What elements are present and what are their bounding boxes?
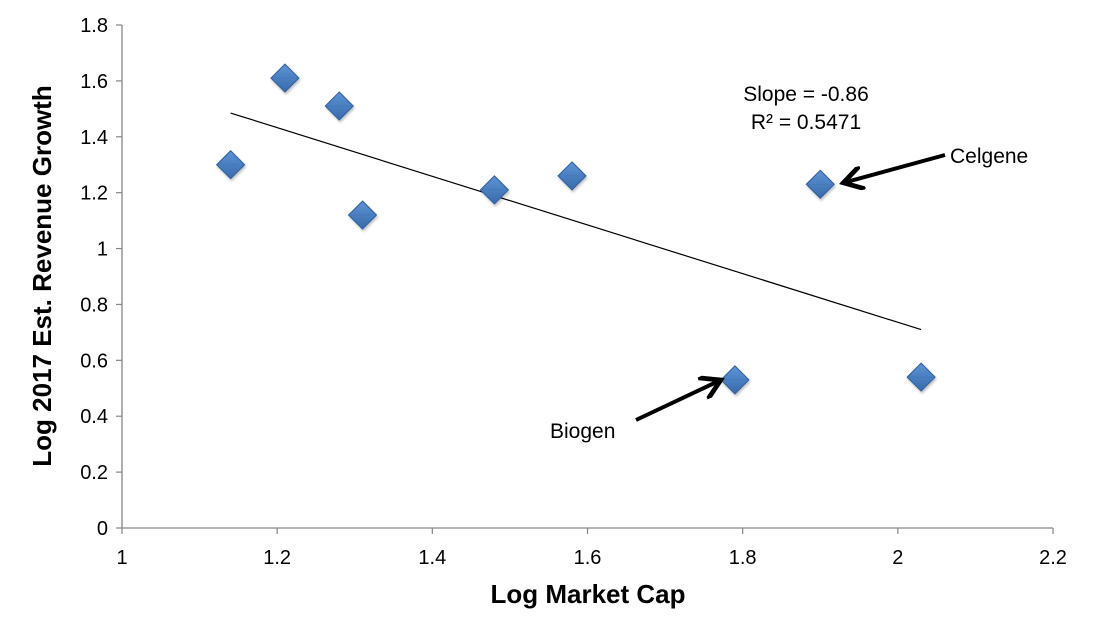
x-tick-label: 2 [892,547,903,569]
y-tick-label: 1 [97,239,108,261]
y-tick-label: 1.6 [80,71,108,93]
y-tick-label: 0.4 [80,406,108,428]
celgene-label: Celgene [950,145,1028,168]
biogen-label: Biogen [550,420,615,443]
annotations: Celgene Biogen [550,145,1028,443]
y-tick-label: 0.2 [80,462,108,484]
x-axis-title: Log Market Cap [490,579,685,609]
y-tick-label: 0.6 [80,350,108,372]
x-tick-label: 1.8 [729,547,757,569]
y-tick-label: 1.2 [80,183,108,205]
slope-label: Slope = -0.86 [743,83,869,106]
axes: 0 0.2 0.4 0.6 0.8 1 1.2 1.4 1.6 1.8 1 1.2 1.4 1.6 1.8 2… [80,15,1067,569]
x-tick-label: 1.4 [418,547,446,569]
x-tick-label: 1.2 [263,547,291,569]
trendline [230,112,922,331]
x-tick-label: 1.6 [574,547,602,569]
x-tick-label: 2.2 [1039,547,1067,569]
celgene-arrow-icon [845,153,946,182]
y-tick-label: 1.8 [80,15,108,37]
y-tick-label: 1.4 [80,127,108,149]
trendline-line [230,112,922,331]
biogen-arrow-icon [635,381,719,422]
data-points [215,63,936,395]
y-tick-label: 0 [97,518,108,540]
x-tick-label: 1 [116,547,127,569]
y-axis-title: Log 2017 Est. Revenue Growth [27,85,57,466]
r-squared-label: R² = 0.5471 [751,111,861,134]
y-tick-label: 0.8 [80,294,108,316]
